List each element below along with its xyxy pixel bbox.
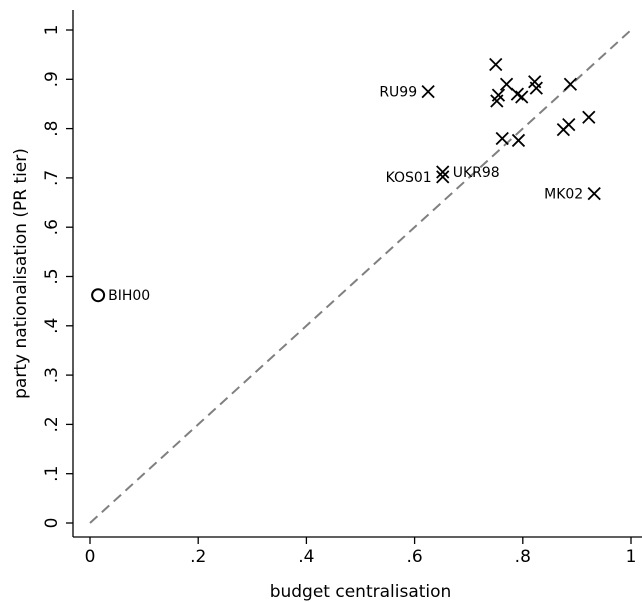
x-tick-label: 1 (626, 547, 637, 567)
marker-x-stroke (490, 94, 504, 108)
x-tick-label: .8 (515, 547, 531, 567)
data-point-ukr98: UKR98 (436, 165, 500, 181)
y-tick-label: .2 (42, 416, 62, 432)
y-tick-label: .6 (42, 219, 62, 235)
marker-x-stroke (511, 133, 526, 148)
data-point-bih00: BIH00 (91, 288, 150, 304)
x-tick-label: .2 (190, 547, 206, 567)
y-tick-label: .1 (42, 466, 62, 482)
data-point (515, 90, 529, 104)
marker-x-stroke (528, 75, 542, 89)
data-point (562, 118, 576, 132)
data-point (529, 81, 543, 95)
data-point (563, 77, 578, 91)
data-point (499, 77, 514, 91)
y-tick-label: .9 (42, 71, 62, 87)
y-tick-label: .5 (42, 268, 62, 284)
y-tick-label: 1 (42, 25, 62, 36)
marker-x-stroke (495, 131, 509, 146)
x-ticks: 0 .2 .4 .6 .8 1 (85, 537, 637, 567)
marker-x-stroke (421, 84, 435, 99)
marker-x-stroke (529, 81, 543, 95)
data-point-ru99: RU99 (379, 84, 435, 101)
point-label: BIH00 (108, 288, 150, 304)
y-tick-label: .7 (42, 170, 62, 186)
point-label: RU99 (379, 85, 417, 101)
axes (72, 10, 642, 538)
y-tick-label: .4 (42, 318, 62, 334)
marker-x-stroke (582, 110, 596, 124)
x-tick-label: 0 (85, 547, 96, 567)
y-ticks: 0 .1 .2 .3 .4 .5 .6 .7 .8 .9 1 (42, 25, 73, 529)
x-tick-label: .6 (406, 547, 422, 567)
y-tick-label: 0 (42, 518, 62, 529)
marker-circle (91, 288, 106, 303)
marker-x-stroke (499, 77, 514, 91)
x-tick-label: .4 (298, 547, 314, 567)
data-point-mk02: MK02 (544, 187, 601, 203)
marker-x-stroke (587, 187, 601, 201)
marker-x-stroke (563, 77, 578, 91)
data-point (495, 131, 509, 146)
data-point (582, 110, 596, 124)
marker-x-stroke (510, 87, 525, 101)
y-tick-label: .8 (42, 120, 62, 136)
data-point-kos01: KOS01 (386, 170, 450, 186)
data-point (490, 94, 504, 108)
data-point (511, 133, 526, 148)
marker-x-stroke (436, 170, 450, 184)
point-label: MK02 (544, 187, 583, 203)
x-axis-title: budget centralisation (270, 582, 452, 602)
point-label: KOS01 (386, 170, 432, 186)
data-point (489, 57, 503, 72)
data-points: BIH00 RU99 UKR98 KOS01 MK02 (91, 57, 601, 304)
marker-x-stroke (436, 165, 450, 179)
point-label: UKR98 (453, 165, 500, 181)
marker-x-stroke (489, 57, 503, 72)
y-axis-title: party nationalisation (PR tier) (11, 148, 31, 399)
marker-x-stroke (515, 90, 529, 104)
marker-x-stroke (562, 118, 576, 132)
reference-line-45-degree (89, 29, 632, 524)
y-tick-label: .3 (42, 367, 62, 383)
